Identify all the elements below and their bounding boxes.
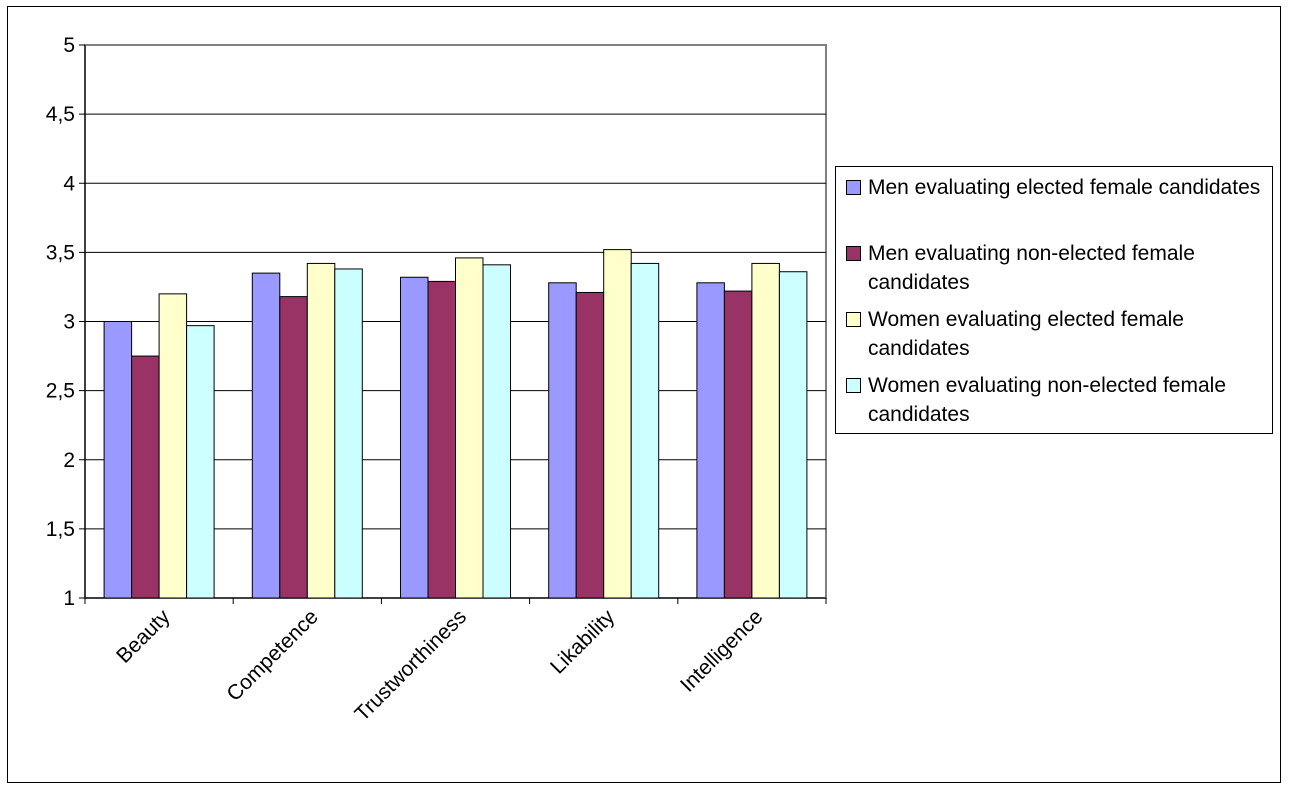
y-tick-label: 3,5 — [46, 241, 75, 264]
bar — [427, 280, 456, 599]
bar — [334, 268, 363, 599]
x-tick-label: Beauty — [112, 605, 175, 668]
legend-swatch — [846, 180, 861, 195]
legend-swatch — [846, 378, 861, 393]
bar — [778, 271, 808, 599]
legend-label: Men evaluating non-elected female candid… — [868, 242, 1195, 294]
legend-label: Women evaluating non-elected female cand… — [868, 374, 1226, 426]
legend-swatch — [846, 312, 861, 327]
bar — [723, 290, 753, 599]
bar — [455, 257, 484, 599]
y-tick-label: 4,5 — [46, 103, 75, 126]
x-tick-label: Intelligence — [676, 605, 767, 696]
x-tick-label: Competence — [222, 605, 322, 705]
legend: Men evaluating elected female candidates… — [835, 166, 1273, 434]
legend-item: Women evaluating elected female candidat… — [846, 305, 1266, 363]
bar — [103, 321, 133, 599]
legend-label: Women evaluating elected female candidat… — [868, 308, 1184, 360]
bar — [751, 262, 780, 599]
y-tick-label: 4 — [63, 172, 75, 195]
y-tick-label: 2 — [63, 449, 75, 472]
bar — [575, 291, 605, 599]
y-tick-label: 5 — [63, 34, 75, 57]
bar — [630, 262, 660, 599]
bar — [548, 282, 577, 599]
y-tick-label: 1,5 — [46, 518, 75, 541]
bar — [306, 262, 336, 599]
legend-item: Women evaluating non-elected female cand… — [846, 371, 1266, 429]
bar — [251, 272, 281, 599]
y-tick-label: 2,5 — [46, 380, 75, 403]
bar — [158, 293, 188, 599]
y-tick-label: 3 — [63, 311, 75, 334]
legend-item: Men evaluating elected female candidates — [846, 173, 1266, 202]
legend-item: Men evaluating non-elected female candid… — [846, 239, 1266, 297]
bar — [603, 249, 632, 599]
bar — [279, 296, 308, 599]
bar — [186, 325, 215, 599]
legend-swatch — [846, 246, 861, 261]
y-tick-label: 1 — [63, 587, 75, 610]
bar — [400, 276, 429, 599]
bar — [696, 282, 725, 599]
bar — [131, 355, 160, 599]
bar — [482, 264, 511, 599]
x-tick-label: Trustworthiness — [351, 605, 472, 726]
legend-label: Men evaluating elected female candidates — [868, 176, 1261, 199]
x-tick-label: Likability — [546, 605, 620, 679]
